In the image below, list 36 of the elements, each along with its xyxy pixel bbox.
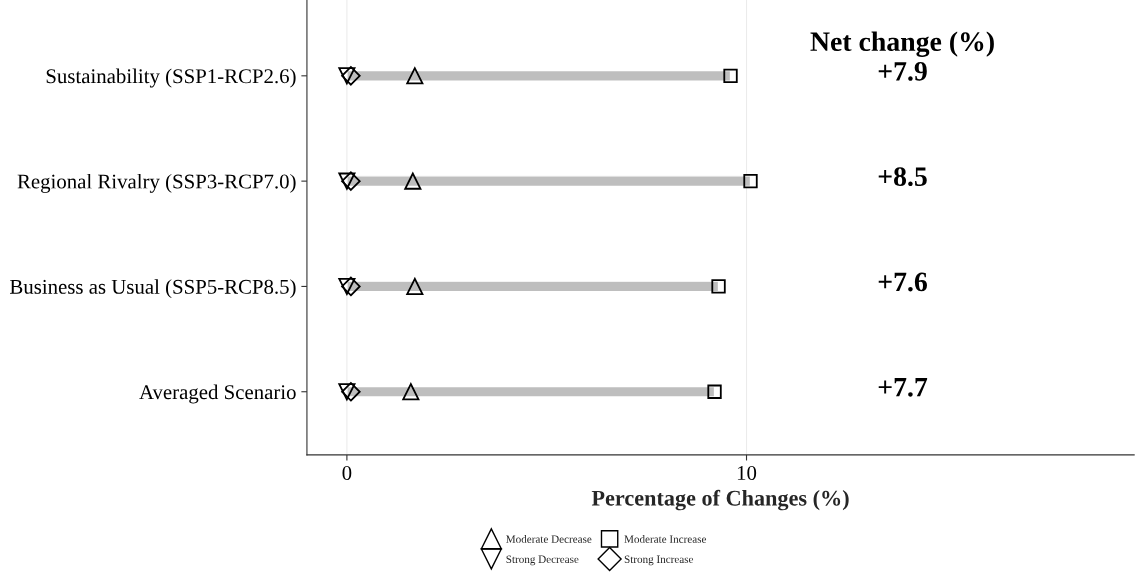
bar [346,69,732,82]
legend-label: Moderate Decrease [506,535,592,543]
annotation: +7.9 [878,62,927,81]
y-tick-label: Averaged Scenario [139,384,296,404]
point [404,172,422,190]
point [402,383,420,401]
point [338,67,356,85]
point [338,172,356,190]
point [711,279,726,294]
bar [346,280,720,293]
annotation: Net change (%) [810,31,994,57]
point [338,383,356,401]
point [723,68,738,83]
annotation: +8.5 [878,167,927,187]
point [406,277,424,295]
point [341,276,361,297]
x-axis-title: Percentage of Changes (%) [591,489,849,511]
legend-label: Strong Increase [624,555,694,566]
x-tick-label: 10 [737,465,757,480]
y-tick-label: Business as Usual (SSP5-RCP8.5) [10,279,296,299]
annotation: +7.7 [878,378,928,397]
point [341,171,361,191]
y-tick-label: Regional Rivalry (SSP3-RCP7.0) [17,173,296,193]
point [338,277,356,295]
point [707,384,722,399]
annotation: +7.6 [878,272,927,292]
point [406,67,424,85]
y-tick-label: Sustainability (SSP1-RCP2.6) [46,68,296,88]
bar [346,175,752,188]
legend-label: Strong Decrease [506,555,579,566]
legend-label: Moderate Increase [624,535,707,543]
x-tick-label: 0 [342,465,352,480]
point [341,66,361,86]
bar [346,385,716,398]
point [743,173,758,189]
point [341,381,361,402]
